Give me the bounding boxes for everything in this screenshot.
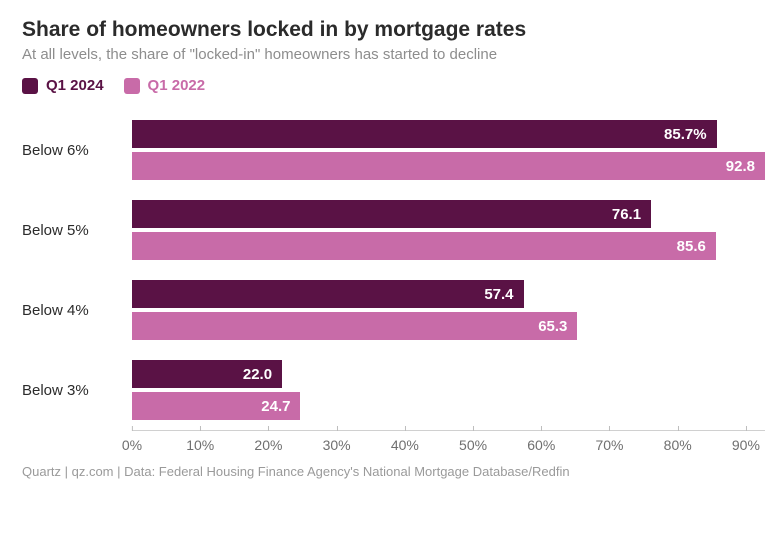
legend: Q1 2024 Q1 2022 — [22, 77, 765, 94]
x-tick: 60% — [527, 431, 555, 453]
category-label: Below 3% — [22, 382, 132, 399]
legend-swatch — [22, 78, 38, 94]
bar-group: 76.1 85.6 — [132, 190, 765, 270]
category-row: Below 3% 22.0 24.7 — [22, 350, 765, 430]
bar: 76.1 — [132, 200, 651, 228]
bar: 85.6 — [132, 232, 716, 260]
category-label: Below 5% — [22, 222, 132, 239]
x-tick: 0% — [122, 431, 142, 453]
legend-label: Q1 2024 — [46, 77, 104, 94]
legend-label: Q1 2022 — [148, 77, 206, 94]
x-tick: 70% — [595, 431, 623, 453]
bar-value-label: 85.7% — [664, 126, 707, 143]
category-row: Below 4% 57.4 65.3 — [22, 270, 765, 350]
bar-group: 22.0 24.7 — [132, 350, 765, 430]
x-tick: 30% — [323, 431, 351, 453]
category-row: Below 6% 85.7% 92.8 — [22, 110, 765, 190]
category-row: Below 5% 76.1 85.6 — [22, 190, 765, 270]
legend-item: Q1 2022 — [124, 77, 206, 94]
bar-value-label: 24.7 — [261, 398, 290, 415]
source-attribution: Quartz | qz.com | Data: Federal Housing … — [22, 464, 765, 480]
legend-item: Q1 2024 — [22, 77, 104, 94]
x-tick: 50% — [459, 431, 487, 453]
bar-value-label: 76.1 — [612, 206, 641, 223]
bar: 57.4 — [132, 280, 524, 308]
x-tick: 90% — [732, 431, 760, 453]
x-tick: 10% — [186, 431, 214, 453]
bar: 92.8 — [132, 152, 765, 180]
bar: 22.0 — [132, 360, 282, 388]
chart-subtitle: At all levels, the share of "locked-in" … — [22, 46, 765, 63]
chart-title: Share of homeowners locked in by mortgag… — [22, 18, 765, 42]
bar-value-label: 22.0 — [243, 366, 272, 383]
bar: 65.3 — [132, 312, 577, 340]
category-label: Below 4% — [22, 302, 132, 319]
category-label: Below 6% — [22, 142, 132, 159]
bar-value-label: 92.8 — [726, 158, 755, 175]
bar: 24.7 — [132, 392, 300, 420]
bar-value-label: 65.3 — [538, 318, 567, 335]
bar: 85.7% — [132, 120, 717, 148]
legend-swatch — [124, 78, 140, 94]
x-tick: 40% — [391, 431, 419, 453]
x-tick: 20% — [254, 431, 282, 453]
bar-value-label: 85.6 — [677, 238, 706, 255]
x-axis: 0%10%20%30%40%50%60%70%80%90% — [132, 430, 765, 460]
bar-group: 57.4 65.3 — [132, 270, 765, 350]
bar-value-label: 57.4 — [484, 286, 513, 303]
x-tick: 80% — [664, 431, 692, 453]
chart: Below 6% 85.7% 92.8 Below 5% 76.1 85.6 Below 4… — [22, 110, 765, 460]
bar-group: 85.7% 92.8 — [132, 110, 765, 190]
